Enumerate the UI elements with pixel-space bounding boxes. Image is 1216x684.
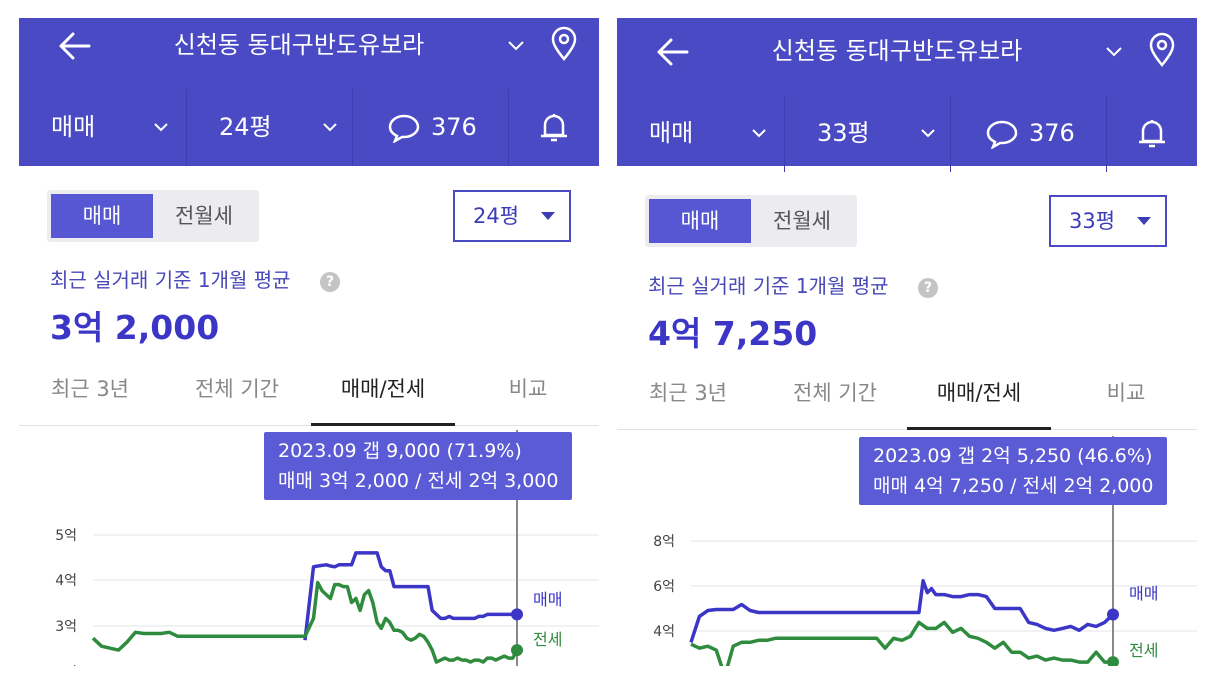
speech-bubble-icon <box>388 114 420 143</box>
y-tick-label: 8억 <box>653 534 675 550</box>
caret-down-icon <box>1137 217 1151 225</box>
y-tick-label: 4억 <box>653 624 675 640</box>
listing-panel-33: 신천동 동대구반도유보라 매매 33평 376 매매 전월세 33평 <box>617 18 1197 666</box>
top-bar: 신천동 동대구반도유보라 매매 33평 376 <box>617 18 1197 172</box>
legend-sale: 매매 <box>1129 584 1159 603</box>
trade-type-label: 매매 <box>649 119 694 147</box>
chart-tooltip: 2023.09 갭 2억 5,250 (46.6%) 매매 4억 7,250 /… <box>859 437 1168 505</box>
chevron-down-icon[interactable] <box>507 36 525 54</box>
tooltip-line-2: 매매 4억 7,250 / 전세 2억 2,000 <box>873 475 1154 497</box>
average-price: 4억 7,250 <box>648 314 818 353</box>
comments-button[interactable]: 376 <box>951 95 1107 172</box>
help-icon[interactable]: ? <box>918 278 938 298</box>
speech-bubble-icon <box>986 120 1018 149</box>
trade-segment: 매매 전월세 <box>645 195 857 247</box>
segment-sale[interactable]: 매매 <box>51 194 153 238</box>
trade-type-dropdown[interactable]: 매매 <box>617 95 785 172</box>
jeonse-series-line <box>91 580 519 664</box>
tab-all-period[interactable]: 전체 기간 <box>195 377 279 401</box>
y-tick-label: 6억 <box>653 579 675 595</box>
jeonse-current-point[interactable] <box>1107 656 1119 666</box>
chevron-down-icon <box>752 129 766 138</box>
caret-down-icon <box>541 212 555 220</box>
size-label: 33평 <box>817 119 870 147</box>
segment-rent[interactable]: 전월세 <box>175 204 233 228</box>
size-select[interactable]: 24평 <box>453 190 571 242</box>
back-arrow-icon[interactable] <box>55 26 95 66</box>
complex-title[interactable]: 신천동 동대구반도유보라 <box>771 37 1023 65</box>
listing-panel-24: 신천동 동대구반도유보라 매매 24평 376 매매 전월세 24평 <box>19 18 599 666</box>
tab-recent-3y[interactable]: 최근 3년 <box>51 377 129 401</box>
location-pin-icon[interactable] <box>549 26 579 62</box>
filter-bar: 매매 33평 376 <box>617 95 1197 172</box>
segment-rent[interactable]: 전월세 <box>773 209 831 233</box>
y-tick-label: 4억 <box>55 573 77 589</box>
sale-series-line <box>303 551 517 641</box>
bell-icon <box>1139 120 1165 148</box>
chevron-down-icon <box>323 123 337 132</box>
comment-count: 376 <box>431 113 477 141</box>
size-dropdown[interactable]: 33평 <box>785 95 951 172</box>
comments-button[interactable]: 376 <box>353 89 509 166</box>
y-tick-label: 2억 <box>55 665 77 666</box>
jeonse-current-point[interactable] <box>511 644 523 657</box>
jeonse-series-line <box>690 620 1113 666</box>
segment-sale[interactable]: 매매 <box>649 199 751 243</box>
trade-type-label: 매매 <box>51 113 96 141</box>
price-chart[interactable]: 5억 4억 3억 2억 <box>19 430 599 666</box>
y-tick-label: 5억 <box>55 528 77 544</box>
period-tabs: 최근 3년 전체 기간 매매/전세 비교 <box>617 372 1197 430</box>
chevron-down-icon <box>921 129 935 138</box>
help-icon[interactable]: ? <box>320 272 340 292</box>
recent-average-label: 최근 실거래 기준 1개월 평균 <box>648 274 889 298</box>
notification-button[interactable] <box>1107 95 1197 172</box>
chart-tooltip: 2023.09 갭 9,000 (71.9%) 매매 3억 2,000 / 전세… <box>264 432 573 500</box>
tab-compare[interactable]: 비교 <box>1106 381 1146 405</box>
tab-compare[interactable]: 비교 <box>508 377 548 401</box>
legend-jeonse: 전세 <box>1129 641 1159 660</box>
bell-icon <box>541 114 567 142</box>
tooltip-line-1: 2023.09 갭 2억 5,250 (46.6%) <box>873 445 1153 467</box>
sale-current-point[interactable] <box>1107 608 1119 621</box>
trade-type-dropdown[interactable]: 매매 <box>19 89 187 166</box>
period-tabs: 최근 3년 전체 기간 매매/전세 비교 <box>19 368 599 426</box>
size-label: 24평 <box>219 113 272 141</box>
tooltip-line-1: 2023.09 갭 9,000 (71.9%) <box>278 440 522 462</box>
tab-sale-jeonse[interactable]: 매매/전세 <box>311 368 455 426</box>
size-select-value: 24평 <box>473 204 520 228</box>
back-arrow-icon[interactable] <box>653 32 693 72</box>
chevron-down-icon[interactable] <box>1105 42 1123 60</box>
top-bar: 신천동 동대구반도유보라 매매 24평 376 <box>19 18 599 166</box>
location-pin-icon[interactable] <box>1147 32 1177 68</box>
recent-average-label: 최근 실거래 기준 1개월 평균 <box>50 268 291 292</box>
complex-title[interactable]: 신천동 동대구반도유보라 <box>173 31 425 59</box>
chevron-down-icon <box>154 123 168 132</box>
size-dropdown[interactable]: 24평 <box>187 89 353 166</box>
tab-recent-3y[interactable]: 최근 3년 <box>649 381 727 405</box>
legend-jeonse: 전세 <box>533 630 563 649</box>
average-price: 3억 2,000 <box>50 308 220 347</box>
y-tick-label: 3억 <box>55 619 77 635</box>
sale-series-line <box>689 578 1115 643</box>
legend-sale: 매매 <box>533 590 563 609</box>
comment-count: 376 <box>1029 119 1075 147</box>
trade-segment: 매매 전월세 <box>47 190 259 242</box>
tooltip-line-2: 매매 3억 2,000 / 전세 2억 3,000 <box>278 470 559 492</box>
sale-current-point[interactable] <box>511 608 523 621</box>
tab-all-period[interactable]: 전체 기간 <box>793 381 877 405</box>
notification-button[interactable] <box>509 89 599 166</box>
size-select-value: 33평 <box>1069 209 1116 233</box>
tab-sale-jeonse[interactable]: 매매/전세 <box>907 372 1051 430</box>
filter-bar: 매매 24평 376 <box>19 89 599 166</box>
size-select[interactable]: 33평 <box>1049 195 1167 247</box>
